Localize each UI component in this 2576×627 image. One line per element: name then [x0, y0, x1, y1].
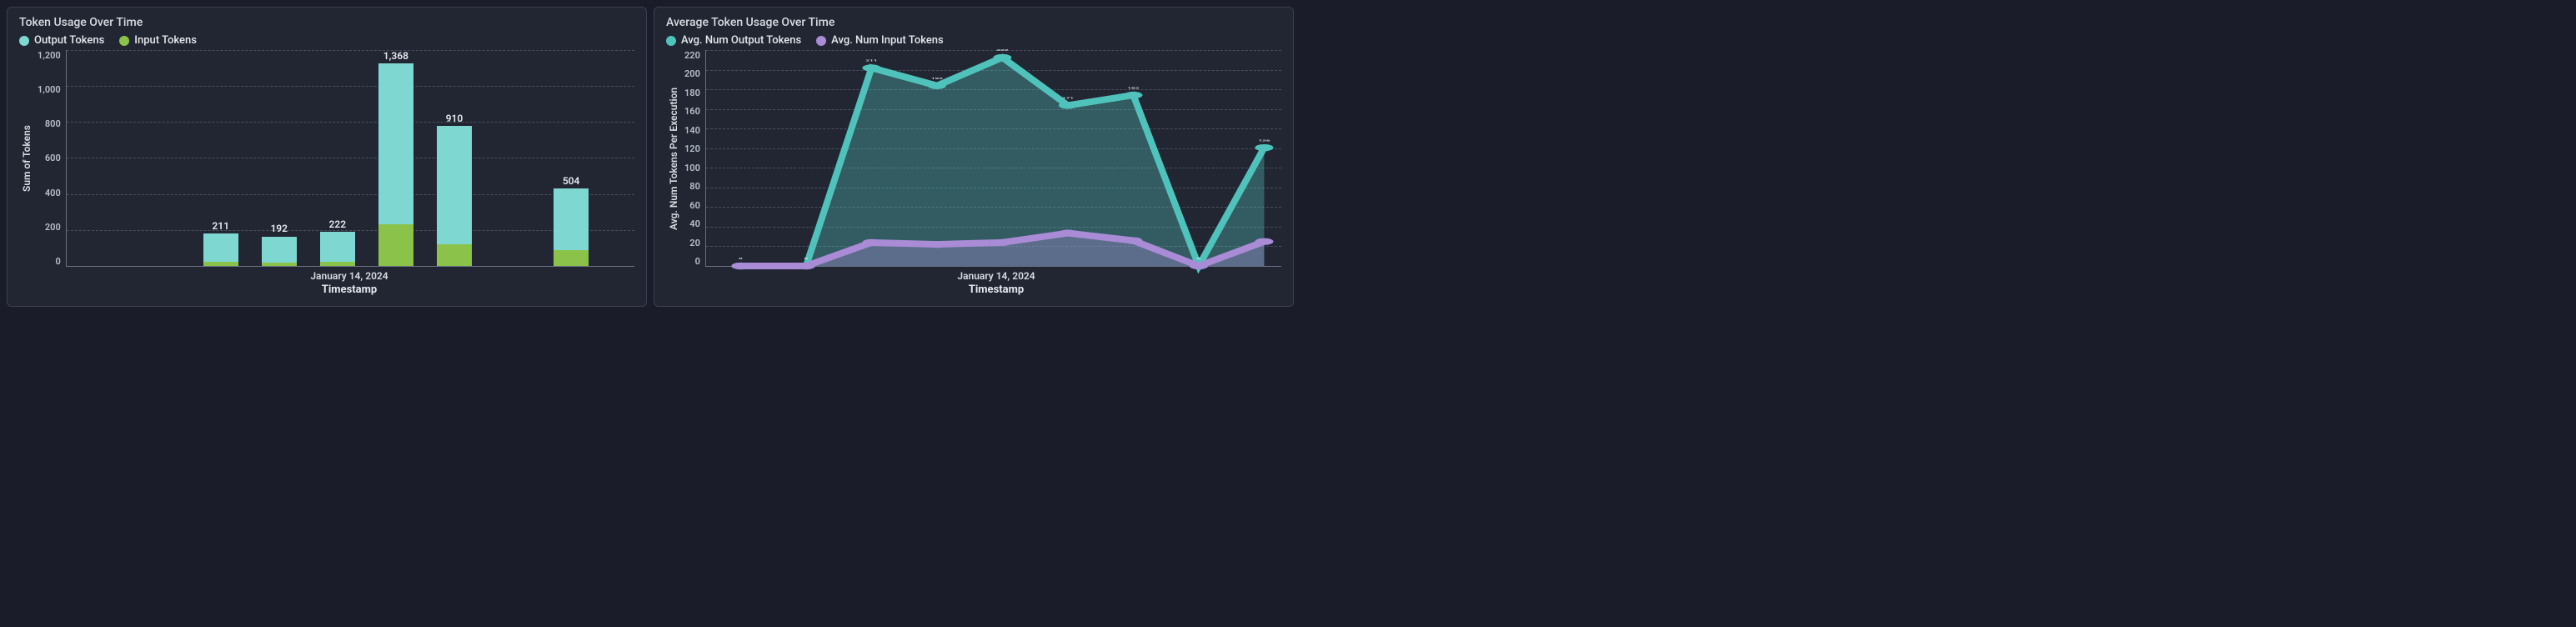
bar[interactable]: 1,368 [373, 50, 418, 266]
bar-value-label: 504 [563, 175, 580, 187]
legend-label: Input Tokens [134, 34, 197, 47]
y-tick: 80 [689, 181, 700, 192]
bar-segment-input [378, 224, 413, 266]
bar-segment-input [262, 263, 297, 266]
point-output[interactable] [1059, 102, 1077, 108]
x-tick-label: January 14, 2024 [711, 270, 1281, 282]
y-axis-label: Avg. Num Tokens Per Execution [666, 50, 681, 267]
bar-segment-input [203, 262, 238, 266]
y-tick: 1,000 [38, 84, 61, 95]
panel-title: Token Usage Over Time [19, 16, 634, 29]
y-tick: 100 [684, 163, 700, 173]
y-axis-ticks: 1,200 1,000 800 600 400 200 0 [34, 50, 66, 267]
bar-segment-output [262, 237, 297, 263]
point-output[interactable] [862, 64, 880, 71]
bar-segment-output [203, 233, 238, 262]
bar-segment-output [437, 126, 472, 244]
point-input[interactable] [1190, 263, 1208, 269]
point-input[interactable] [797, 263, 815, 269]
legend-swatch [119, 36, 129, 46]
legend-swatch [666, 36, 676, 46]
bar-value-label: 910 [446, 113, 464, 124]
legend-item-output[interactable]: Output Tokens [19, 34, 104, 47]
bar[interactable]: 222 [315, 50, 360, 266]
bar-legend: Output Tokens Input Tokens [19, 34, 634, 47]
bar[interactable]: 910 [432, 50, 477, 266]
bar-value-label: 222 [329, 218, 347, 230]
y-tick: 20 [689, 238, 700, 248]
y-tick: 600 [45, 153, 61, 163]
legend-item-avg-input[interactable]: Avg. Num Input Tokens [816, 34, 944, 47]
point-label: 0 [804, 257, 808, 260]
y-tick: 180 [684, 88, 700, 98]
point-label: 0 [739, 257, 743, 260]
bar[interactable]: 211 [198, 50, 243, 266]
point-label: 0 [1196, 257, 1200, 260]
legend-swatch [816, 36, 826, 46]
legend-swatch [19, 36, 29, 46]
bar[interactable]: 504 [549, 50, 594, 266]
legend-item-input[interactable]: Input Tokens [119, 34, 197, 47]
y-axis-ticks: 220200180160140120100806040200 [681, 50, 705, 267]
point-input[interactable] [928, 241, 946, 248]
point-label: 192 [931, 77, 944, 80]
point-label: 126 [1258, 138, 1270, 142]
line-chart-area: Avg. Num Tokens Per Execution 2202001801… [666, 50, 1281, 267]
point-input[interactable] [993, 239, 1011, 246]
point-input[interactable] [731, 263, 749, 269]
legend-label: Avg. Num Output Tokens [681, 34, 801, 47]
line-plot: 0 0 211 192 222 171 182 0 126 [705, 50, 1281, 267]
y-tick: 60 [689, 200, 700, 211]
point-input[interactable] [862, 239, 880, 246]
bar-value-label: 1,368 [383, 50, 408, 62]
y-axis-label: Sum of Tokens [19, 50, 34, 267]
y-tick: 200 [45, 222, 61, 233]
y-tick: 0 [55, 256, 60, 267]
point-label: 211 [865, 59, 877, 63]
bar-plot: 211 192 222 1,368 910 504 [66, 50, 634, 267]
y-tick: 200 [684, 68, 700, 79]
point-label: 182 [1127, 86, 1140, 89]
y-tick: 160 [684, 106, 700, 117]
y-tick: 220 [684, 50, 700, 61]
legend-label: Output Tokens [34, 34, 104, 47]
x-axis-label: Timestamp [711, 283, 1281, 296]
bar-segment-input [320, 262, 355, 266]
point-input[interactable] [1255, 238, 1273, 245]
point-label: 171 [1062, 97, 1074, 100]
bar-value-label: 192 [270, 223, 288, 234]
bar-segment-input [437, 244, 472, 266]
y-tick: 800 [45, 118, 61, 129]
y-tick: 400 [45, 188, 61, 198]
y-tick: 120 [684, 143, 700, 154]
bar-segment-output [320, 232, 355, 262]
point-output[interactable] [1255, 144, 1273, 151]
bar-chart-area: Sum of Tokens 1,200 1,000 800 600 400 200 0 21… [19, 50, 634, 267]
token-usage-panel: Token Usage Over Time Output Tokens Inpu… [7, 7, 647, 307]
panel-title: Average Token Usage Over Time [666, 16, 1281, 29]
point-input[interactable] [1124, 237, 1142, 243]
point-output[interactable] [928, 83, 946, 89]
point-input[interactable] [1059, 229, 1077, 236]
y-tick: 140 [684, 125, 700, 136]
bar-value-label: 211 [212, 220, 229, 232]
point-output[interactable] [993, 54, 1011, 61]
legend-item-avg-output[interactable]: Avg. Num Output Tokens [666, 34, 801, 47]
avg-token-usage-panel: Average Token Usage Over Time Avg. Num O… [654, 7, 1294, 307]
legend-label: Avg. Num Input Tokens [831, 34, 944, 47]
y-tick: 1,200 [38, 50, 61, 61]
bar-segment-output [378, 63, 413, 224]
bar-segment-input [554, 250, 589, 266]
x-axis-label: Timestamp [64, 283, 634, 296]
x-tick-label: January 14, 2024 [64, 270, 634, 282]
y-tick: 0 [695, 256, 700, 267]
y-tick: 40 [689, 218, 700, 229]
point-output[interactable] [1124, 92, 1142, 98]
line-legend: Avg. Num Output Tokens Avg. Num Input To… [666, 34, 1281, 47]
bar-segment-output [554, 188, 589, 250]
point-label: 222 [996, 48, 1009, 52]
bar[interactable]: 192 [257, 50, 302, 266]
